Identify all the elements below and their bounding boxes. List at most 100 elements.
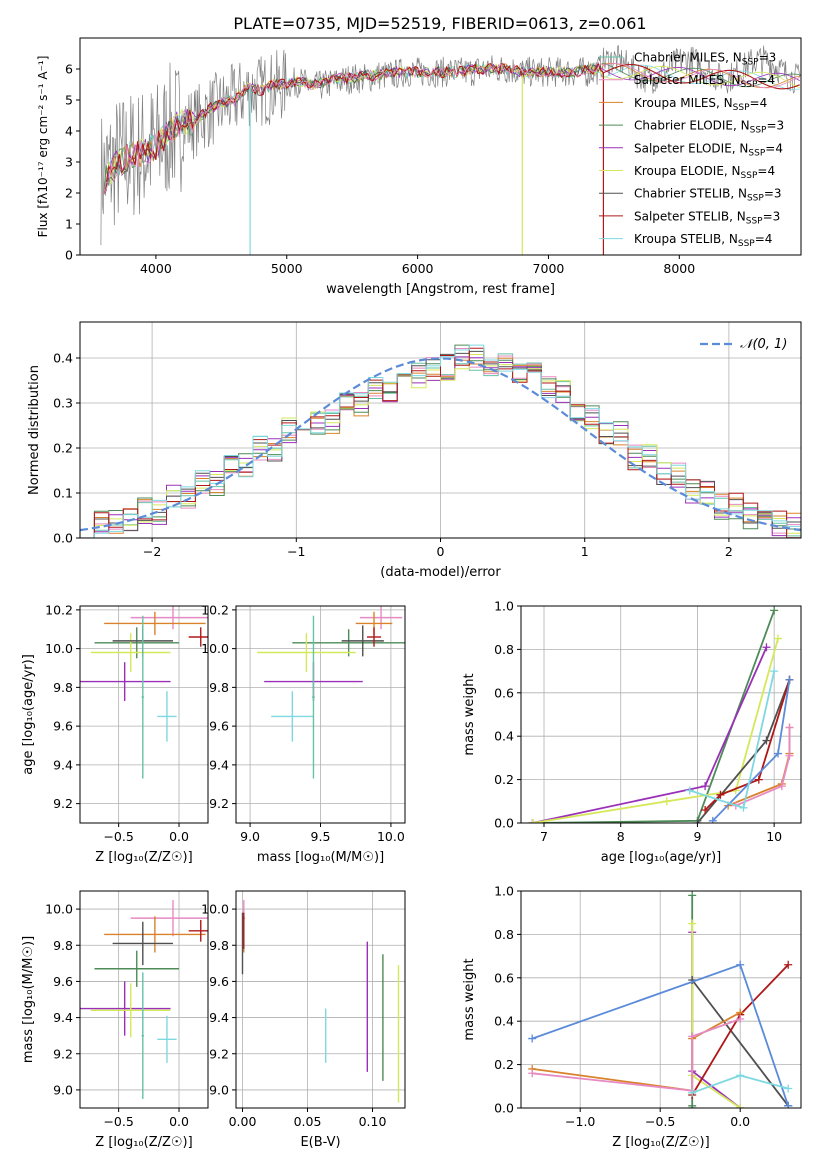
y-tick-label: 1 [65, 217, 73, 232]
x-tick-label: 9 [693, 829, 701, 844]
errorbar-point [141, 615, 144, 779]
weight-marker [528, 819, 537, 823]
x-tick-label: 5000 [271, 261, 303, 276]
figure-title: PLATE=0735, MJD=52519, FIBERID=0613, z=0… [233, 14, 646, 33]
errorbar-point [104, 611, 206, 636]
y-tick-label: 0.6 [494, 970, 514, 985]
weight-marker [688, 1101, 697, 1108]
errorbar-point [90, 633, 171, 672]
errorbar-point [257, 633, 356, 672]
plot-area [241, 900, 400, 1103]
axes-frame [79, 890, 209, 1109]
y-tick-label: 4 [65, 124, 73, 139]
y-axis-label: Flux [fλ10⁻¹⁷ erg cm⁻² s⁻¹ A⁻¹] [36, 56, 50, 238]
weight-marker [528, 1069, 537, 1078]
x-tick-label: −1.0 [565, 1114, 595, 1129]
weight-marker [528, 1034, 537, 1043]
x-tick-label: −0.5 [103, 829, 133, 844]
y-tick-label: 9.6 [209, 974, 229, 989]
axes-frame [79, 37, 802, 256]
x-tick-label: 1 [581, 544, 589, 559]
legend-label-part: Kroupa ELODIE, N [634, 164, 741, 178]
weight-marker [770, 667, 779, 676]
chart-spectrum: Chabrier MILES, NSSP=3 Salpeter MILES, NS… [36, 37, 802, 297]
plot-area [80, 900, 208, 1099]
x-tick-label: 0.0 [169, 829, 189, 844]
weight-marker [754, 775, 763, 784]
y-tick-label: 0 [65, 248, 73, 263]
weight-marker [784, 1084, 793, 1093]
weight-marker [685, 786, 694, 795]
x-tick-label: 10.0 [377, 829, 405, 844]
y-tick-label: 9.2 [53, 1046, 73, 1061]
legend-label: Salpeter MILES, NSSP=4 [634, 73, 775, 90]
chart-age-vs-z: −0.5 0.0 9.2 9.4 9.6 9.8 10.0 10.2 Z [log₁₀(Z/Z☉… [21, 602, 209, 865]
x-tick-label: 4000 [140, 261, 172, 276]
errorbar-point [359, 606, 403, 630]
legend-label: Kroupa ELODIE, NSSP=4 [634, 164, 775, 181]
errorbar-point [312, 615, 315, 779]
legend-label-part: =4 [750, 96, 768, 110]
legend-label: Chabrier STELIB, NSSP=3 [634, 187, 782, 204]
weight-marker [693, 819, 702, 823]
errorbar-point [341, 625, 384, 657]
legend-label-part: =3 [764, 187, 782, 201]
y-tick-label: 0.4 [494, 729, 514, 744]
legend-label: Chabrier ELODIE, NSSP=3 [634, 119, 784, 136]
y-tick-label: 0.0 [494, 1101, 514, 1116]
weight-marker [708, 816, 717, 823]
weight-marker [736, 960, 745, 969]
weight-marker [688, 919, 697, 928]
chart-mass-weight-vs-age: 7 8 9 10 0.0 0.2 0.4 0.6 0.8 1.0 age [log₁₀(age/yr… [462, 599, 802, 865]
weight-marker [716, 790, 725, 799]
y-tick-label: 10.0 [45, 902, 73, 917]
weight-marker [784, 960, 793, 969]
errorbar-point [90, 983, 171, 1038]
weight-marker [739, 803, 748, 812]
y-tick-label: 10.0 [201, 902, 229, 917]
weight-marker [784, 1101, 793, 1108]
plot-area [80, 606, 208, 779]
x-axis-label: E(B-V) [300, 1135, 340, 1150]
x-tick-label: 0.0 [169, 1114, 189, 1129]
errorbar-point [366, 627, 382, 647]
y-tick-label: 9.8 [209, 680, 229, 695]
chart-residuals: 𝒩(0, 1) −2 −1 0 1 2 0.0 0.1 0.2 0.3 0.4 (data-model… [27, 321, 802, 580]
y-tick-label: 9.4 [53, 757, 73, 772]
y-tick-label: 10.0 [45, 641, 73, 656]
model-line-6 [103, 64, 602, 195]
x-tick-label: 10 [766, 829, 782, 844]
y-axis-label: mass weight [462, 673, 477, 755]
weight-marker [688, 1032, 697, 1041]
x-tick-label: 0.05 [294, 1114, 322, 1129]
x-tick-label: −2 [143, 544, 161, 559]
errorbar-point [130, 606, 208, 630]
histogram-step-8 [80, 344, 801, 538]
legend-label-part: SSP [741, 80, 758, 90]
y-tick-label: 0.0 [53, 531, 73, 546]
x-axis-label: age [log₁₀(age/yr)] [601, 850, 722, 865]
y-tick-label: 0.4 [494, 1014, 514, 1029]
legend-label-part: Chabrier STELIB, N [634, 187, 747, 201]
legend-label-part: SSP [733, 103, 750, 113]
legend-label: Salpeter STELIB, NSSP=3 [634, 209, 780, 226]
x-tick-label: 8000 [663, 261, 695, 276]
x-axis-label: Z [log₁₀(Z/Z☉)] [95, 850, 192, 865]
x-tick-label: 7000 [533, 261, 565, 276]
legend-label: 𝒩(0, 1) [740, 337, 787, 352]
y-tick-label: 9.6 [53, 974, 73, 989]
weight-marker [785, 675, 794, 684]
weight-marker [785, 751, 794, 760]
x-tick-label: 0.0 [730, 1114, 750, 1129]
plot-area [100, 45, 801, 255]
legend-label-part: SSP [746, 216, 763, 226]
y-tick-label: 9.8 [53, 938, 73, 953]
errorbar-point [80, 662, 171, 701]
legend-label: Chabrier MILES, NSSP=3 [634, 51, 776, 68]
errorbar-point [112, 921, 173, 966]
legend-label-part: =4 [765, 141, 783, 155]
plots-layer: Chabrier MILES, NSSP=3 Salpeter MILES, NS… [21, 37, 802, 1150]
weight-marker [770, 606, 779, 615]
y-tick-label: 9.4 [53, 1010, 73, 1025]
y-tick-label: 0.4 [53, 351, 73, 366]
